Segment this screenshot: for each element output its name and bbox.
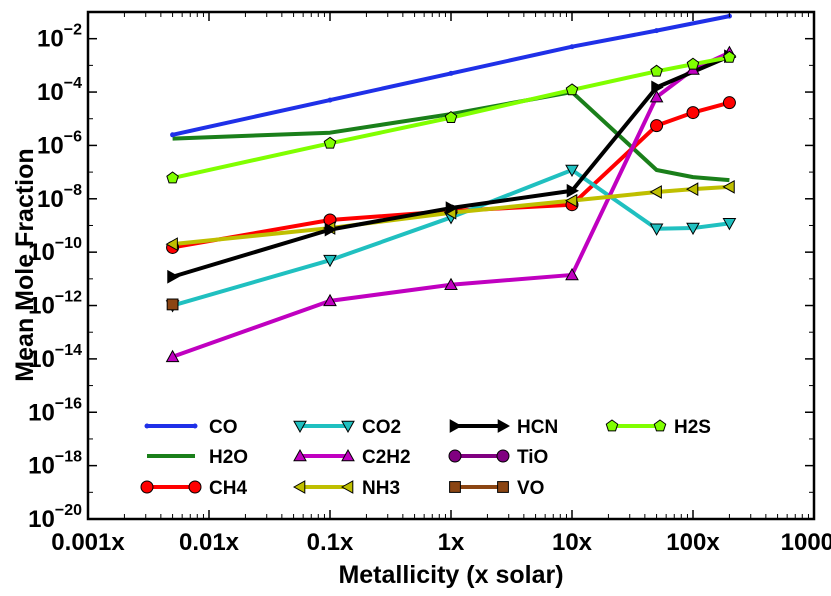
x-tick-label: 10x	[552, 529, 593, 556]
data-point-co	[170, 132, 175, 137]
data-point-co	[654, 28, 659, 33]
legend-marker-tio	[449, 450, 461, 462]
legend-marker-co	[145, 424, 150, 429]
legend-label-ch4: CH4	[209, 478, 247, 499]
legend-marker-h2s	[606, 420, 617, 431]
chart: 10−2010−1810−1610−1410−1210−1010−810−610…	[0, 0, 831, 596]
legend-label-tio: TiO	[517, 447, 548, 468]
data-point-ch4	[723, 97, 735, 109]
legend-label-h2o: H2O	[209, 447, 248, 468]
data-point-ch4	[651, 120, 663, 132]
data-point-vo	[167, 299, 178, 310]
data-point-co	[570, 44, 575, 49]
data-point-h2s	[566, 84, 577, 95]
legend-marker-tio	[497, 450, 509, 462]
y-tick-label: 10−16	[28, 395, 82, 426]
legend-marker-nh3	[342, 481, 353, 493]
data-point-hcn	[168, 271, 179, 283]
series-line-hcn	[173, 56, 730, 277]
series-lines	[173, 16, 730, 357]
x-tick-label: 0.001x	[51, 529, 125, 556]
y-tick-label: 10−4	[37, 75, 82, 106]
series-markers	[167, 14, 736, 362]
data-point-co	[328, 98, 333, 103]
legend-marker-co	[193, 424, 198, 429]
data-point-h2s	[651, 65, 662, 76]
data-point-nh3	[687, 183, 698, 195]
legend-marker-vo	[450, 482, 461, 493]
plot-frame	[88, 12, 814, 519]
x-axis-label: Metallicity (x solar)	[338, 561, 563, 589]
y-tick-label: 10−2	[37, 22, 82, 53]
legend-label-co2: CO2	[362, 417, 401, 438]
series-line-ch4	[173, 103, 730, 248]
legend-label-co: CO	[209, 417, 238, 438]
legend: CO H2O CH4 CO2 C2H2 NH3 HCN TiO VO H2S	[141, 417, 711, 499]
y-axis-label: Mean Mole Fraction	[11, 148, 39, 381]
axis-ticks	[88, 12, 814, 519]
x-tick-label: 100x	[666, 529, 720, 556]
data-point-h2s	[167, 172, 178, 183]
data-point-h2s	[687, 58, 698, 69]
legend-marker-ch4	[189, 481, 201, 493]
x-tick-label: 1x	[438, 529, 465, 556]
legend-marker-hcn	[450, 420, 461, 432]
legend-marker-ch4	[141, 481, 153, 493]
x-tick-label: 1000x	[781, 529, 831, 556]
x-tick-labels: 0.001x 0.01x 0.1x 1x 10x 100x 1000x	[51, 529, 831, 556]
legend-label-h2s: H2S	[674, 417, 711, 438]
y-tick-label: 10−8	[37, 182, 82, 213]
data-point-ch4	[687, 107, 699, 119]
legend-label-c2h2: C2H2	[362, 447, 411, 468]
x-tick-label: 0.01x	[179, 529, 240, 556]
y-tick-label: 10−18	[28, 449, 82, 480]
legend-marker-nh3	[294, 481, 305, 493]
data-point-co	[449, 71, 454, 76]
legend-label-nh3: NH3	[362, 478, 400, 499]
legend-marker-vo	[498, 482, 509, 493]
legend-label-hcn: HCN	[517, 417, 558, 438]
data-point-nh3	[651, 186, 662, 198]
legend-marker-h2s	[654, 420, 665, 431]
legend-marker-hcn	[498, 420, 509, 432]
x-tick-label: 0.1x	[307, 529, 354, 556]
data-point-nh3	[723, 181, 734, 193]
y-tick-label: 10−6	[37, 128, 82, 159]
legend-label-vo: VO	[517, 478, 544, 499]
data-point-h2s	[324, 137, 335, 148]
